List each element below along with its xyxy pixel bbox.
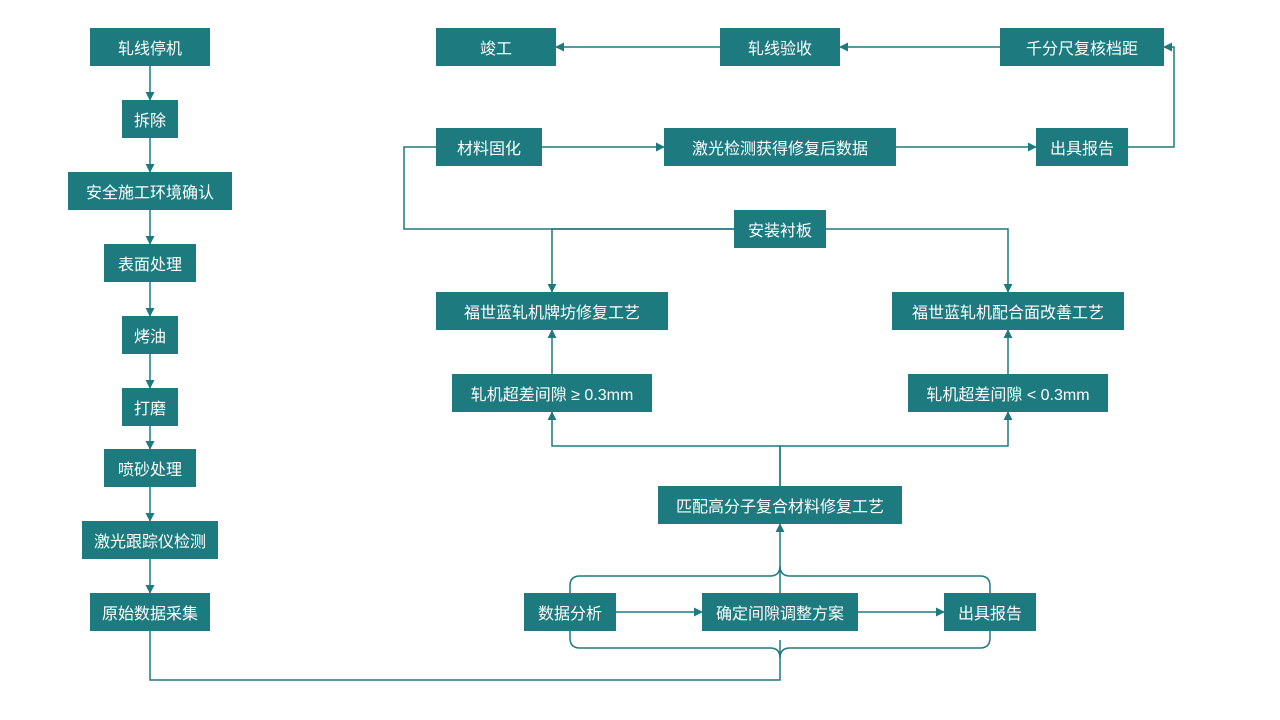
node-n_laser: 激光跟踪仪检测 bbox=[82, 521, 218, 559]
node-n_stop: 轧线停机 bbox=[90, 28, 210, 66]
node-n_safe: 安全施工环境确认 bbox=[68, 172, 232, 210]
node-n_proc_a: 福世蓝轧机牌坊修复工艺 bbox=[436, 292, 668, 330]
node-n_complete: 竣工 bbox=[436, 28, 556, 66]
node-n_report2: 出具报告 bbox=[944, 593, 1036, 631]
node-n_raw: 原始数据采集 bbox=[90, 593, 210, 631]
node-label: 原始数据采集 bbox=[102, 600, 198, 624]
node-n_match: 匹配高分子复合材料修复工艺 bbox=[658, 486, 902, 524]
node-label: 拆除 bbox=[134, 107, 166, 131]
node-n_cure: 材料固化 bbox=[436, 128, 542, 166]
node-n_sand: 喷砂处理 bbox=[104, 449, 196, 487]
bracket bbox=[570, 566, 990, 593]
node-n_grind: 打磨 bbox=[122, 388, 178, 426]
edge bbox=[552, 229, 734, 292]
node-label: 轧机超差间隙 ≥ 0.3mm bbox=[471, 381, 634, 405]
edge bbox=[552, 412, 780, 486]
node-n_gap_a: 轧机超差间隙 ≥ 0.3mm bbox=[452, 374, 652, 412]
node-label: 安全施工环境确认 bbox=[86, 179, 214, 203]
bracket bbox=[570, 631, 990, 658]
node-n_accept: 轧线验收 bbox=[720, 28, 840, 66]
node-n_proc_b: 福世蓝轧机配合面改善工艺 bbox=[892, 292, 1124, 330]
node-n_scheme: 确定间隙调整方案 bbox=[702, 593, 858, 631]
node-label: 材料固化 bbox=[457, 135, 521, 159]
node-label: 匹配高分子复合材料修复工艺 bbox=[676, 493, 884, 517]
node-label: 激光跟踪仪检测 bbox=[94, 528, 206, 552]
node-n_remove: 拆除 bbox=[122, 100, 178, 138]
node-label: 轧线停机 bbox=[118, 35, 182, 59]
node-label: 轧线验收 bbox=[748, 35, 812, 59]
node-n_report1: 出具报告 bbox=[1036, 128, 1128, 166]
node-label: 竣工 bbox=[480, 35, 512, 59]
node-label: 烤油 bbox=[134, 323, 166, 347]
node-label: 喷砂处理 bbox=[118, 456, 182, 480]
node-n_surface: 表面处理 bbox=[104, 244, 196, 282]
node-n_analysis: 数据分析 bbox=[524, 593, 616, 631]
edge bbox=[780, 412, 1008, 486]
edge bbox=[150, 631, 780, 680]
node-label: 福世蓝轧机牌坊修复工艺 bbox=[464, 299, 640, 323]
node-label: 出具报告 bbox=[1050, 135, 1114, 159]
node-label: 福世蓝轧机配合面改善工艺 bbox=[912, 299, 1104, 323]
node-label: 数据分析 bbox=[538, 600, 602, 624]
node-label: 轧机超差间隙 < 0.3mm bbox=[926, 381, 1089, 405]
node-n_postlaser: 激光检测获得修复后数据 bbox=[664, 128, 896, 166]
node-label: 安装衬板 bbox=[748, 217, 812, 241]
node-label: 打磨 bbox=[134, 395, 166, 419]
node-n_bake: 烤油 bbox=[122, 316, 178, 354]
node-label: 表面处理 bbox=[118, 251, 182, 275]
node-n_gap_b: 轧机超差间隙 < 0.3mm bbox=[908, 374, 1108, 412]
node-label: 激光检测获得修复后数据 bbox=[692, 135, 868, 159]
node-label: 确定间隙调整方案 bbox=[716, 600, 844, 624]
node-n_liner: 安装衬板 bbox=[734, 210, 826, 248]
edge bbox=[826, 229, 1008, 292]
node-label: 出具报告 bbox=[958, 600, 1022, 624]
node-label: 千分尺复核档距 bbox=[1026, 35, 1138, 59]
node-n_micro: 千分尺复核档距 bbox=[1000, 28, 1164, 66]
